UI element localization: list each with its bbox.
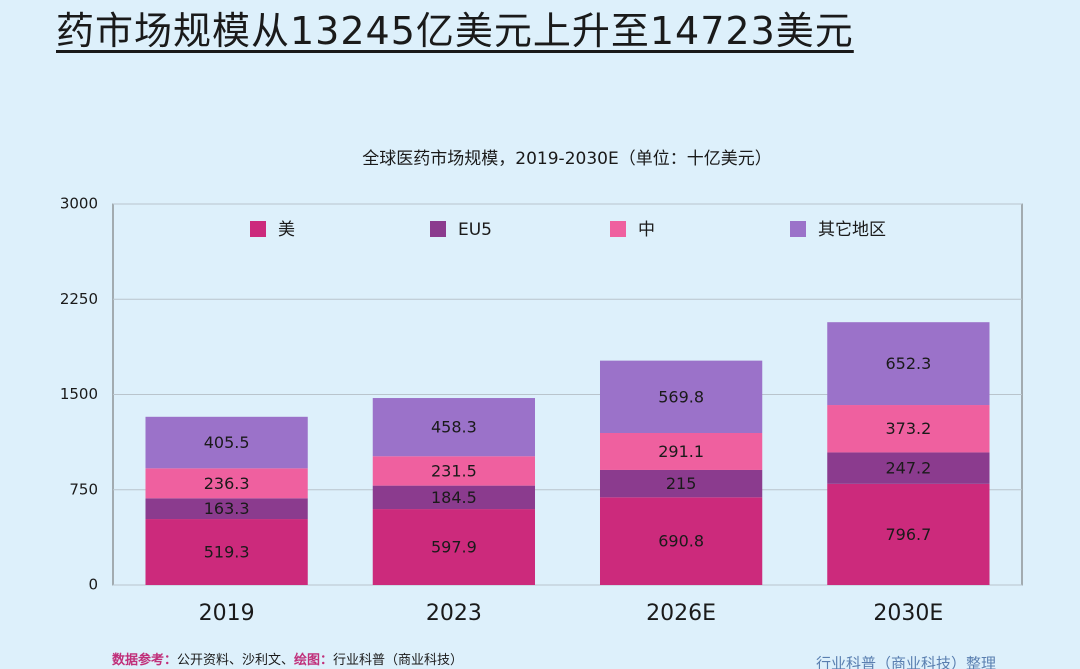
x-tick-label: 2019 xyxy=(199,601,255,626)
data-label: 231.5 xyxy=(431,461,477,480)
page-title: 药市场规模从13245亿美元上升至14723美元 xyxy=(56,9,854,53)
data-label: 652.3 xyxy=(885,354,931,373)
y-tick-label: 1500 xyxy=(60,385,98,403)
x-tick-label: 2026E xyxy=(646,601,716,626)
x-tick-label: 2030E xyxy=(873,601,943,626)
y-tick-label: 2250 xyxy=(60,290,98,308)
data-label: 690.8 xyxy=(658,532,704,551)
legend-label: EU5 xyxy=(458,220,492,240)
data-label: 236.3 xyxy=(204,474,250,493)
data-label: 796.7 xyxy=(885,525,931,544)
legend-label: 美 xyxy=(278,220,295,240)
bar-segment xyxy=(145,468,308,499)
drawing: 行业科普（商业科技） xyxy=(333,653,463,668)
x-tick-label: 2023 xyxy=(426,601,482,626)
bar-segment xyxy=(827,405,990,453)
bar-segment xyxy=(599,469,763,498)
data-label: 597.9 xyxy=(431,538,477,557)
y-tick-label: 750 xyxy=(69,480,98,498)
bar-segment xyxy=(599,432,763,470)
data-label: 291.1 xyxy=(658,442,704,461)
bar-segment xyxy=(372,509,536,585)
data-label: 247.2 xyxy=(885,459,931,478)
legend-swatch xyxy=(250,221,266,237)
bar-segment xyxy=(599,360,763,433)
footer: 数据参考：公开资料、沙利文、绘图：行业科普（商业科技） xyxy=(112,652,463,668)
data-label: 184.5 xyxy=(431,488,477,507)
source: 公开资料、沙利文、 xyxy=(177,653,294,668)
legend-label: 中 xyxy=(638,220,655,240)
bar-segment xyxy=(827,322,990,406)
bar-segment xyxy=(145,498,308,520)
bar-segment xyxy=(372,485,536,510)
legend-label: 其它地区 xyxy=(818,220,886,240)
chart-title: 全球医药市场规模，2019-2030E（单位：十亿美元） xyxy=(362,149,771,169)
bar-segment xyxy=(145,519,308,585)
bar-segment xyxy=(599,497,763,585)
data-label: 519.3 xyxy=(204,543,250,562)
y-tick-label: 0 xyxy=(88,576,98,594)
legend-swatch xyxy=(430,221,446,237)
drawing-label: 绘图： xyxy=(294,652,333,668)
legend-swatch xyxy=(790,221,806,237)
data-label: 215 xyxy=(666,474,697,493)
data-label: 405.5 xyxy=(204,433,250,452)
data-label: 569.8 xyxy=(658,387,704,406)
bar-segment xyxy=(827,483,990,585)
bar-segment xyxy=(145,416,308,469)
bar-segment xyxy=(372,456,536,486)
bar-segment xyxy=(372,398,536,457)
data-label: 458.3 xyxy=(431,418,477,437)
y-tick-label: 3000 xyxy=(60,195,98,213)
bar-segment xyxy=(827,452,990,484)
source-label: 数据参考： xyxy=(112,652,177,668)
data-label: 163.3 xyxy=(204,499,250,518)
data-label: 373.2 xyxy=(885,419,931,438)
credit: 行业科普（商业科技）整理 xyxy=(816,655,996,669)
legend-swatch xyxy=(610,221,626,237)
